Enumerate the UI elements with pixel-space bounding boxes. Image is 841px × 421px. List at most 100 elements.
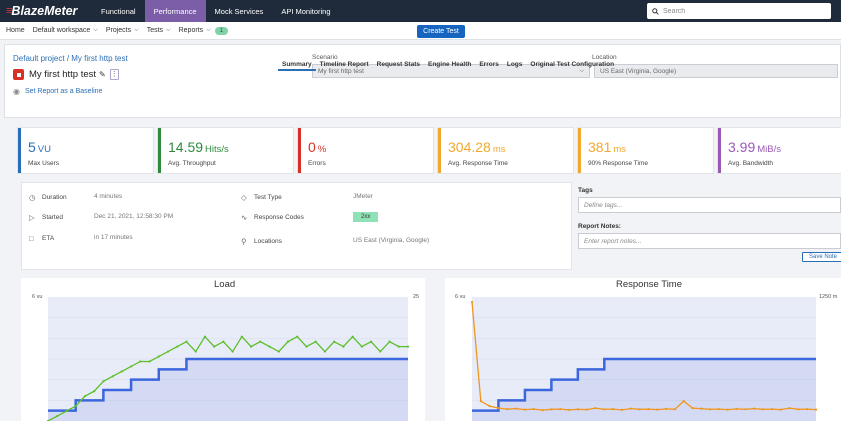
load-chart-series-1-point bbox=[314, 340, 317, 343]
location-select[interactable]: US East (Virginia, Google) bbox=[594, 64, 838, 78]
subnav-reports[interactable]: Reports ⌵ bbox=[179, 27, 211, 34]
report-notes-input[interactable] bbox=[578, 233, 841, 249]
tags-label: Tags bbox=[578, 187, 593, 194]
tab-original-test-configuration[interactable]: Original Test Configuration bbox=[530, 61, 615, 68]
tab-errors[interactable]: Errors bbox=[479, 61, 499, 68]
response-time-chart-series-1-line bbox=[471, 301, 817, 411]
duration-value: 4 minutes bbox=[94, 193, 123, 200]
pulse-icon: ∿ bbox=[241, 213, 248, 222]
kpi-accent-bar bbox=[438, 128, 441, 173]
eta-row: □ ETA bbox=[29, 234, 54, 243]
breadcrumb-test[interactable]: My first http test bbox=[71, 54, 128, 63]
search-input[interactable] bbox=[663, 7, 823, 15]
kpi-avg-bandwidth: 3.99 MiB/s Avg. Bandwidth bbox=[717, 127, 841, 174]
load-chart-series-1-point bbox=[166, 350, 170, 353]
kpi-accent-bar bbox=[18, 128, 21, 173]
location-label: Location bbox=[592, 54, 617, 61]
tab-timeline-report[interactable]: Timeline Report bbox=[319, 61, 369, 68]
save-note-button[interactable]: Save Note bbox=[802, 252, 841, 262]
load-chart-series-1-point bbox=[249, 345, 253, 348]
kpi-accent-bar bbox=[718, 128, 721, 173]
subnav-home-label: Home bbox=[6, 27, 25, 34]
more-options-icon[interactable]: ⋮ bbox=[109, 69, 119, 80]
response-time-chart-series-1-point bbox=[541, 408, 544, 412]
blazemeter-logo[interactable]: ≡ BlazeMeter bbox=[0, 0, 92, 22]
subnav-projects[interactable]: Projects ⌵ bbox=[106, 27, 139, 34]
response-time-chart-series-1-point bbox=[620, 408, 624, 411]
response-time-chart-series-1-point bbox=[479, 400, 482, 403]
response-time-chart-users-area bbox=[472, 359, 816, 421]
load-chart-series-1-point bbox=[397, 345, 400, 348]
kpi-value: 304.28 ms bbox=[448, 139, 506, 155]
search-box bbox=[647, 3, 831, 19]
tab-summary[interactable]: Summary bbox=[278, 61, 316, 71]
pencil-icon[interactable]: ✎ bbox=[99, 70, 106, 79]
load-chart-series-1-point bbox=[323, 350, 327, 353]
response-codes-row: ∿ Response Codes bbox=[241, 213, 304, 222]
load-chart-series-1-point bbox=[342, 345, 345, 348]
load-chart-series-1-point bbox=[259, 340, 262, 343]
load-chart-series-1-point bbox=[406, 345, 410, 348]
response-code-badge[interactable]: 2xx bbox=[353, 212, 379, 222]
nav-performance[interactable]: Performance bbox=[144, 0, 206, 22]
kpi-accent-bar bbox=[298, 128, 301, 173]
response-time-chart-series-1-point bbox=[814, 408, 818, 411]
nav-api-monitoring[interactable]: API Monitoring bbox=[281, 6, 331, 16]
subnav-home[interactable]: Home bbox=[6, 27, 25, 34]
load-chart-users-area bbox=[48, 359, 408, 421]
kpi-accent-bar bbox=[578, 128, 581, 173]
subnav-workspace[interactable]: Default workspace ⌵ bbox=[33, 27, 98, 34]
load-chart-series-1-point bbox=[351, 335, 354, 338]
load-chart-series-1-point bbox=[93, 390, 96, 393]
set-baseline-link[interactable]: ◉ Set Report as a Baseline bbox=[13, 87, 102, 96]
response-time-chart-right-axis-label: 1250 m bbox=[819, 294, 838, 300]
load-chart-series-1-point bbox=[203, 335, 207, 338]
response-time-chart bbox=[470, 297, 818, 421]
load-chart-right-axis-label: 25 bbox=[413, 294, 420, 300]
kpi-max-users: 5 VU Max Users bbox=[17, 127, 154, 174]
top-navbar: ≡ BlazeMeter Functional Performance Mock… bbox=[0, 0, 841, 22]
create-test-button[interactable]: Create Test bbox=[417, 25, 465, 38]
load-chart-series-0-line bbox=[48, 357, 408, 412]
response-time-chart-series-1-point bbox=[532, 407, 535, 411]
kpi-label: Avg. Bandwidth bbox=[728, 160, 774, 167]
report-tabs: Summary Timeline Report Request Stats En… bbox=[278, 61, 618, 71]
response-time-chart-series-1-point bbox=[567, 408, 571, 411]
response-time-chart-series-1-point bbox=[515, 407, 518, 410]
tab-engine-health[interactable]: Engine Health bbox=[428, 61, 472, 68]
load-chart-left-axis-label: 6 vu bbox=[32, 294, 43, 300]
scenario-select[interactable]: My first http test ⌵ bbox=[312, 64, 590, 78]
load-chart-series-1-point bbox=[56, 414, 59, 418]
chevron-down-icon: ⌵ bbox=[206, 27, 211, 33]
tab-request-stats[interactable]: Request Stats bbox=[376, 61, 420, 68]
tags-input[interactable] bbox=[578, 197, 841, 213]
response-time-chart-series-1-point bbox=[682, 400, 685, 403]
tab-logs[interactable]: Logs bbox=[506, 61, 523, 68]
breadcrumb-project[interactable]: Default project bbox=[13, 54, 65, 63]
load-chart bbox=[46, 297, 410, 421]
kpi-value: 381 ms bbox=[588, 139, 627, 155]
kpi-avg-response-time: 304.28 ms Avg. Response Time bbox=[437, 127, 574, 174]
response-codes-label: Response Codes bbox=[254, 214, 304, 221]
response-time-chart-series-1-point bbox=[585, 408, 588, 411]
load-chart-title: Load bbox=[214, 279, 236, 290]
search-icon bbox=[652, 7, 659, 15]
locations-label: Locations bbox=[254, 238, 282, 245]
response-time-chart-series-1-point bbox=[638, 408, 641, 411]
breadcrumb: Default project / My first http test bbox=[13, 54, 128, 63]
load-chart-series-1-point bbox=[120, 370, 123, 373]
kpi-label: Avg. Throughput bbox=[168, 160, 216, 167]
chevron-down-icon: ⌵ bbox=[134, 27, 139, 33]
nav-functional[interactable]: Functional bbox=[101, 6, 136, 16]
load-chart-series-1-point bbox=[139, 360, 142, 363]
stop-test-icon[interactable] bbox=[13, 69, 24, 80]
kpi-90-response-time: 381 ms 90% Response Time bbox=[577, 127, 714, 174]
kpi-value: 0% bbox=[308, 139, 327, 155]
response-time-chart-series-1-point bbox=[470, 300, 474, 304]
subnav-tests[interactable]: Tests ⌵ bbox=[147, 27, 171, 34]
load-chart-panel: Load 6 vu 25 bbox=[21, 278, 425, 421]
locations-row: ⚲ Locations bbox=[241, 237, 282, 246]
test-name: My first http test bbox=[29, 69, 97, 80]
response-time-chart-series-1-point bbox=[559, 407, 562, 411]
nav-mock-services[interactable]: Mock Services bbox=[214, 6, 264, 16]
